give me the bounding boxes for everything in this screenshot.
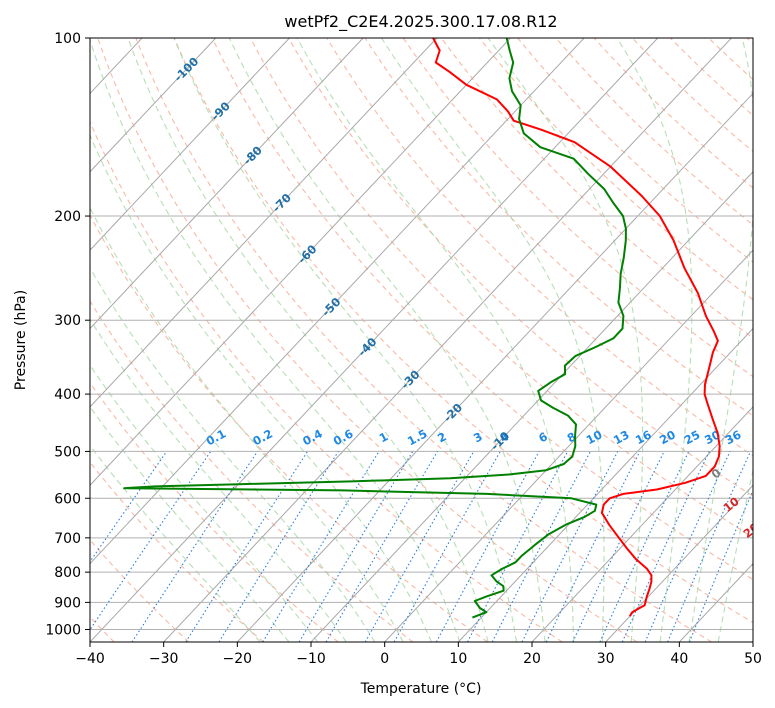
isotherm-line xyxy=(236,92,753,642)
y-tick-label: 900 xyxy=(54,595,81,611)
mixing-ratio-line xyxy=(185,451,308,642)
x-tick-label: 20 xyxy=(523,651,541,667)
y-axis-title: Pressure (hPa) xyxy=(13,290,29,390)
x-tick-label: −10 xyxy=(296,651,326,667)
mixing-ratio-line xyxy=(393,451,501,642)
mixing-ratio-label: 36 xyxy=(723,427,744,447)
mixing-ratio-line xyxy=(491,451,591,642)
mixing-ratio-line xyxy=(688,489,753,642)
moist-adiabat-line xyxy=(90,266,376,642)
moist-adiabat-line xyxy=(717,467,753,642)
moist-adiabat-line xyxy=(90,206,404,642)
isotherm-line xyxy=(605,484,753,642)
dry-adiabat-line xyxy=(97,38,638,642)
isotherm-line xyxy=(531,406,753,642)
x-tick-label: 50 xyxy=(744,651,762,667)
isotherm-line xyxy=(310,171,753,642)
moist-adiabat-line xyxy=(90,133,432,642)
y-tick-label: 1000 xyxy=(45,622,81,638)
isotherm-line xyxy=(90,38,511,486)
mixing-ratio-label: 25 xyxy=(682,427,703,447)
dry-adiabat-line xyxy=(90,213,488,642)
y-tick-label: 100 xyxy=(54,31,81,47)
x-tick-label: 40 xyxy=(670,651,688,667)
x-tick-label: −40 xyxy=(75,651,105,667)
moist-adiabat-line xyxy=(228,38,546,642)
isotherm-line xyxy=(384,249,753,642)
mixing-ratio-line xyxy=(262,451,380,642)
mixing-ratio-label: 16 xyxy=(633,427,654,447)
x-tick-label: 30 xyxy=(597,651,615,667)
y-tick-label: 500 xyxy=(54,444,81,460)
temperature-profile-line xyxy=(432,38,721,617)
moist-adiabat-line xyxy=(296,38,575,642)
moist-adiabat-line xyxy=(381,38,605,642)
moist-adiabat-line xyxy=(90,38,461,642)
dewpoint-profile-line xyxy=(123,38,627,619)
y-tick-label: 400 xyxy=(54,387,81,403)
axes-layer: −40 −30 −20 −10 0 10 20 30 40 50 100 200 300 400 500 60… xyxy=(45,31,762,667)
mixing-ratio-line xyxy=(521,451,619,642)
mixing-ratio-line xyxy=(644,451,731,642)
isotherm-line xyxy=(90,38,364,330)
moist-adiabat-label: 30 xyxy=(749,554,770,575)
dry-adiabat-line xyxy=(211,38,753,581)
isotherm-line xyxy=(163,38,732,642)
mixing-ratio-line xyxy=(90,451,212,631)
y-tick-label: 300 xyxy=(54,313,81,329)
x-axis-title: Temperature (°C) xyxy=(360,681,482,697)
x-tick-label: 0 xyxy=(380,651,389,667)
moist-adiabat-line xyxy=(173,38,518,642)
dry-adiabat-line xyxy=(90,461,264,642)
x-tick-label: 10 xyxy=(449,651,467,667)
grid-layer xyxy=(90,38,753,642)
moist-adiabat-line xyxy=(90,318,347,642)
y-tick-label: 700 xyxy=(54,531,81,547)
y-tick-label: 800 xyxy=(54,565,81,581)
dry-adiabat-line xyxy=(90,120,563,642)
dry-adiabat-line xyxy=(135,38,712,642)
isotherm-line xyxy=(90,38,585,565)
mixing-ratio-line xyxy=(131,451,258,642)
y-tick-label: 200 xyxy=(54,209,81,225)
x-tick-label: −20 xyxy=(223,651,253,667)
mixing-ratio-line xyxy=(364,451,475,642)
moist-adiabat-line xyxy=(90,364,319,642)
isotherm-line xyxy=(90,38,217,173)
moist-adiabat-line xyxy=(688,38,753,642)
mixing-ratio-line xyxy=(435,451,540,642)
mixing-ratio-label: 13 xyxy=(611,427,632,447)
dry-adiabat-line xyxy=(402,38,753,378)
isotherm-line xyxy=(90,38,438,408)
mixing-ratio-line xyxy=(621,451,710,642)
y-tick-label: 600 xyxy=(54,491,81,507)
isotherm-line xyxy=(90,38,290,251)
chart-title: wetPf2_C2E4.2025.300.17.08.R12 xyxy=(284,12,557,32)
dry-adiabat-line xyxy=(364,38,753,417)
moist-adiabat-line xyxy=(90,405,290,642)
plot-frame xyxy=(89,37,754,643)
isotherm-line xyxy=(457,327,753,642)
moist-adiabat-line xyxy=(487,38,644,642)
mixing-ratio-label: 10 xyxy=(584,427,605,447)
dry-adiabat-line xyxy=(479,38,753,301)
dry-adiabat-line xyxy=(173,38,753,624)
x-tick-label: −30 xyxy=(149,651,179,667)
profile-layer xyxy=(123,38,721,619)
mixing-ratio-label: 20 xyxy=(657,427,678,447)
mixing-ratio-line xyxy=(667,451,752,642)
